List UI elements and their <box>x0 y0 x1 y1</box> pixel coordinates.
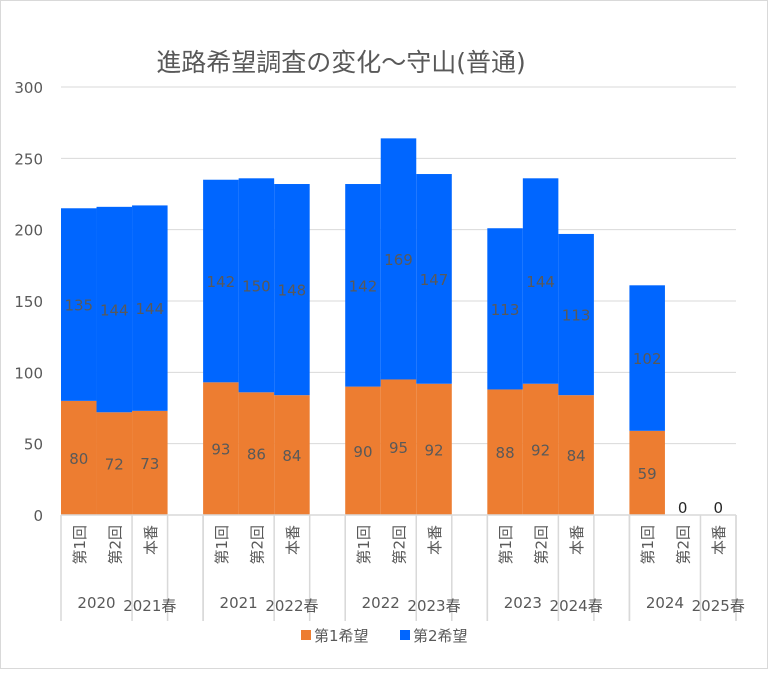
bar-first-choice <box>203 382 239 515</box>
data-label: 84 <box>282 447 301 465</box>
data-label: 0 <box>678 499 688 517</box>
bar-second-choice <box>203 179 239 383</box>
bar-second-choice <box>345 184 381 387</box>
data-label: 142 <box>207 273 236 291</box>
x-tick-label: 第2回 <box>391 525 409 565</box>
y-tick-label: 0 <box>33 507 43 525</box>
data-label: 169 <box>384 251 413 269</box>
data-label: 142 <box>349 277 378 295</box>
group-label: 2021春 <box>123 597 176 615</box>
data-label: 113 <box>562 307 591 325</box>
data-label: 113 <box>491 301 520 319</box>
bar-first-choice <box>629 430 665 515</box>
x-tick-label: 第1回 <box>213 525 231 565</box>
bar-first-choice <box>274 395 310 515</box>
y-tick-label: 50 <box>24 436 43 454</box>
bar-second-choice <box>380 138 417 380</box>
y-tick-label: 100 <box>14 364 43 382</box>
group-label: 2023 <box>504 594 542 612</box>
data-label: 90 <box>353 443 372 461</box>
group-label: 2024 <box>646 594 684 612</box>
data-label: 86 <box>247 446 266 464</box>
x-tick-label: 第1回 <box>497 525 515 565</box>
data-label: 144 <box>100 302 129 320</box>
group-label: 2025春 <box>692 597 745 615</box>
bar-second-choice <box>487 228 523 390</box>
data-label: 144 <box>135 300 164 318</box>
group-label: 2024春 <box>550 597 603 615</box>
chart-title: 進路希望調査の変化～守山(普通) <box>156 48 526 77</box>
data-label: 102 <box>633 350 662 368</box>
x-tick-label: 第2回 <box>106 525 124 565</box>
data-label: 92 <box>424 441 443 459</box>
bar-second-choice <box>416 174 452 384</box>
bar-second-choice <box>238 178 275 393</box>
bar-second-choice <box>61 208 97 401</box>
bar-first-choice <box>522 383 559 515</box>
data-label: 92 <box>531 441 550 459</box>
x-tick-label: 第1回 <box>355 525 373 565</box>
bar-first-choice <box>96 412 133 515</box>
data-label: 84 <box>567 447 586 465</box>
data-label: 72 <box>105 456 124 474</box>
bar-second-choice <box>274 184 310 396</box>
x-tick-label: 本番 <box>568 525 586 555</box>
bar-first-choice <box>380 379 417 515</box>
x-tick-label: 本番 <box>710 525 728 555</box>
data-label: 95 <box>389 439 408 457</box>
x-tick-label: 第2回 <box>675 525 693 565</box>
group-label: 2023春 <box>407 597 460 615</box>
x-tick-label: 本番 <box>284 525 302 555</box>
legend-swatch-second-choice <box>400 630 410 640</box>
data-label: 88 <box>496 444 515 462</box>
legend-swatch-first-choice <box>301 630 311 640</box>
y-tick-label: 150 <box>14 293 43 311</box>
bar-second-choice <box>96 206 133 413</box>
x-tick-label: 本番 <box>426 525 444 555</box>
y-tick-label: 200 <box>14 222 43 240</box>
x-tick-label: 第1回 <box>639 525 657 565</box>
legend-label: 第1希望 <box>314 627 369 645</box>
data-label: 73 <box>140 455 159 473</box>
data-label: 59 <box>638 465 657 483</box>
bar-first-choice <box>487 389 523 515</box>
bar-first-choice <box>345 386 381 515</box>
x-tick-label: 第2回 <box>533 525 551 565</box>
bar-first-choice <box>416 383 452 515</box>
data-label: 150 <box>242 277 271 295</box>
bar-first-choice <box>132 410 168 515</box>
y-tick-label: 250 <box>14 150 43 168</box>
group-label: 2020 <box>77 594 115 612</box>
bar-first-choice <box>61 400 97 515</box>
y-tick-label: 300 <box>14 79 43 97</box>
data-label: 93 <box>211 441 230 459</box>
data-label: 135 <box>64 297 93 315</box>
bar-second-choice <box>522 178 559 384</box>
bar-first-choice <box>558 395 594 515</box>
x-tick-label: 本番 <box>142 525 160 555</box>
legend-label: 第2希望 <box>413 627 468 645</box>
group-label: 2022 <box>362 594 400 612</box>
bar-second-choice <box>132 205 168 411</box>
x-tick-label: 第2回 <box>248 525 266 565</box>
bar-second-choice <box>558 233 594 396</box>
data-label: 147 <box>420 271 449 289</box>
group-label: 2022春 <box>265 597 318 615</box>
x-tick-label: 第1回 <box>71 525 89 565</box>
data-label: 144 <box>526 273 555 291</box>
group-label: 2021 <box>220 594 258 612</box>
data-label: 0 <box>713 499 723 517</box>
bar-second-choice <box>629 285 665 431</box>
data-label: 148 <box>278 282 307 300</box>
data-label: 80 <box>69 450 88 468</box>
bar-first-choice <box>238 392 275 515</box>
